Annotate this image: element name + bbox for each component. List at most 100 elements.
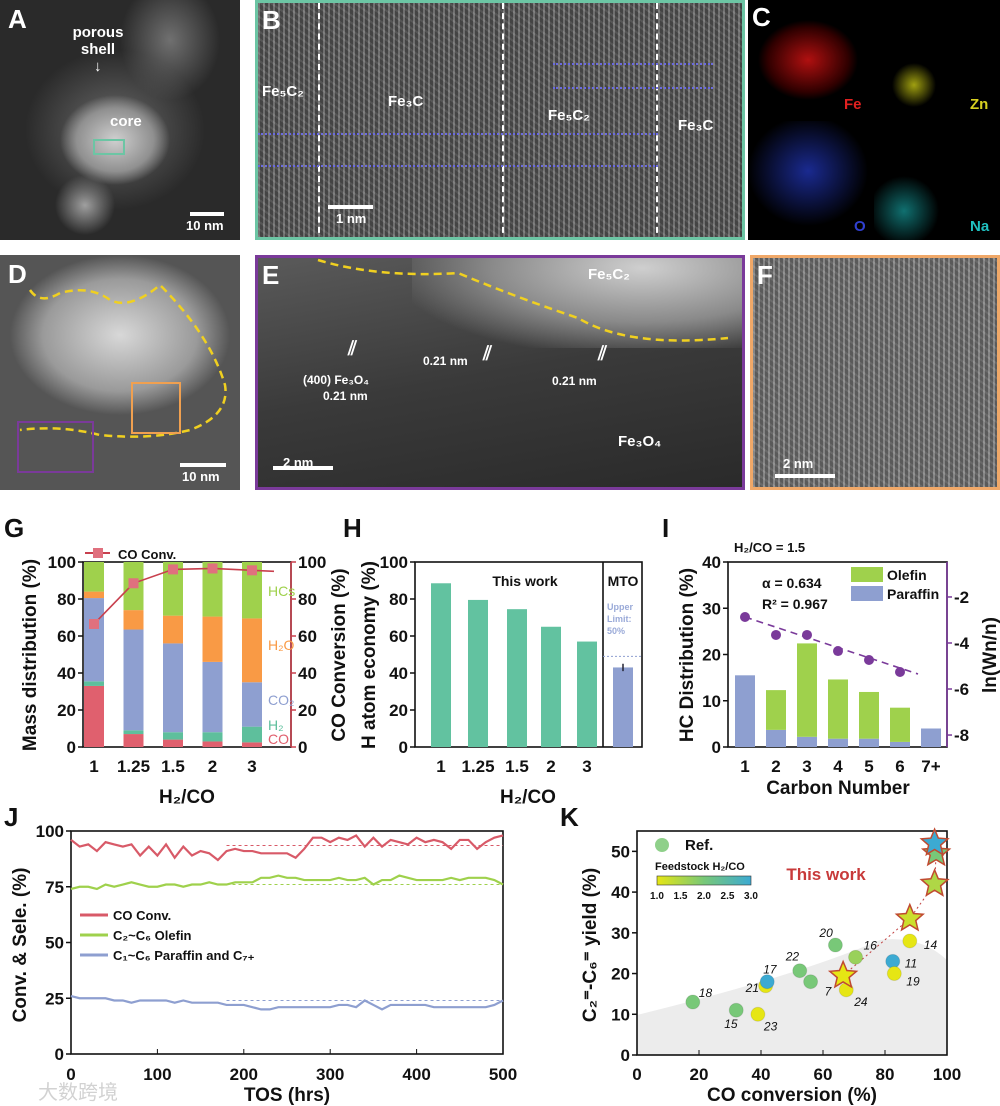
- i-asf-point: [895, 666, 905, 677]
- panel-letter-b: B: [262, 5, 281, 35]
- i-bar-olefin: [890, 707, 910, 742]
- k-colorbar-tick-label: 1.5: [674, 891, 688, 902]
- plane-label: (400) Fe₃O₄: [303, 373, 369, 387]
- scale-label: 2 nm: [783, 456, 814, 471]
- k-axis-tick-label: 20: [611, 965, 630, 984]
- g-left-axis-tick-label: 20: [57, 701, 76, 720]
- g-right-axis-tick-label: 100: [298, 553, 326, 572]
- i-asf-point: [771, 629, 781, 640]
- g-right-axis-title: CO Conversion (%): [329, 568, 350, 741]
- j-series-line: [70, 874, 504, 891]
- k-this-work-label: This work: [786, 865, 866, 884]
- panel-c-maps: C Fe Zn O Na: [748, 0, 1000, 240]
- panel-b-image: B Fe₅C₂ Fe₃C Fe₅C₂ Fe₃C 1 nm: [255, 0, 745, 240]
- h-x-tick-label: 1.25: [461, 757, 494, 776]
- phase-label: Fe₃C: [678, 117, 714, 134]
- i-bar-paraffin: [859, 738, 879, 747]
- k-colorbar-tick-label: 3.0: [744, 891, 758, 902]
- k-colorbar-title: Feedstock H₂/CO: [655, 861, 745, 873]
- g-bar-HCs: [84, 562, 104, 592]
- i-left-axis-tick-label: 20: [702, 646, 721, 665]
- k-legend-ref-marker: [655, 838, 669, 852]
- fe5c2-region: [412, 258, 742, 348]
- g-bar-H₂O: [163, 615, 183, 644]
- g-bar-H₂: [84, 681, 104, 686]
- scale-bar: [190, 212, 224, 216]
- i-bar-olefin: [828, 679, 848, 739]
- na-map: [874, 121, 1000, 240]
- boundary-line: [318, 3, 320, 237]
- fe3o4-label: Fe₃O₄: [618, 433, 662, 450]
- g-x-tick-label: 2: [208, 757, 217, 776]
- phase-label: Fe₃C: [388, 93, 424, 110]
- i-x-tick-label: 3: [802, 757, 811, 776]
- i-x-tick-label: 6: [895, 757, 904, 776]
- scale-label: 10 nm: [186, 218, 224, 233]
- h-x-tick-label: 2: [546, 757, 555, 776]
- j-axis-tick-label: 0: [55, 1045, 64, 1064]
- k-ref-label: 17: [763, 963, 778, 977]
- i-r2-text: R² = 0.967: [762, 596, 828, 612]
- h-bar: [431, 583, 451, 747]
- i-asf-point: [833, 646, 843, 657]
- h-group-label: This work: [492, 573, 558, 589]
- g-y-axis-title: Mass distribution (%): [20, 559, 41, 751]
- scale-bar: [775, 474, 835, 478]
- spacing-label: 0.21 nm: [323, 389, 368, 403]
- g-bar-CO₂: [123, 629, 144, 731]
- h-y-axis-title: H atom economy (%): [359, 561, 380, 749]
- i-legend-paraffin-swatch: [851, 586, 883, 601]
- i-x-tick-label: 7+: [921, 757, 940, 776]
- g-series-label: CO₂: [268, 692, 294, 708]
- h-axis-tick-label: 80: [389, 590, 408, 609]
- k-ref-point: [886, 966, 902, 982]
- h-mto-label: MTO: [608, 573, 639, 589]
- k-ref-label: 11: [905, 956, 917, 970]
- k-ref-label: 22: [785, 950, 800, 964]
- g-bar-CO: [163, 739, 183, 747]
- h-limit-text: 50%: [607, 626, 625, 636]
- g-legend-marker: [93, 548, 103, 558]
- h-axis-tick-label: 40: [389, 664, 408, 683]
- i-right-axis-tick-label: -2: [954, 588, 969, 607]
- i-x-tick-label: 4: [833, 757, 843, 776]
- k-this-work-star: [919, 827, 950, 857]
- h-bar: [541, 626, 561, 747]
- k-x-tick-label: 60: [814, 1065, 833, 1084]
- k-axis-tick-label: 40: [611, 883, 630, 902]
- g-legend-label: CO Conv.: [118, 547, 176, 562]
- g-bar-CO: [123, 734, 144, 747]
- j-series-line: [70, 994, 504, 1011]
- interface-line: [317, 258, 729, 342]
- panel-letter-f: F: [757, 260, 773, 290]
- k-ref-point: [827, 937, 843, 953]
- g-bar-H₂O: [202, 616, 223, 662]
- h-x-tick-label: 3: [582, 757, 591, 776]
- g-bar-CO: [84, 685, 104, 747]
- k-ref-point: [803, 974, 819, 990]
- i-asf-point: [740, 611, 750, 622]
- g-x-tick-label: 3: [247, 757, 256, 776]
- k-x-tick-label: 40: [752, 1065, 771, 1084]
- k-ref-point: [792, 963, 808, 979]
- i-bar-paraffin: [766, 729, 786, 747]
- zigzag-overlay: [553, 63, 713, 89]
- g-bar-CO: [242, 742, 262, 747]
- g-left-axis-tick-label: 80: [57, 590, 76, 609]
- k-ref-point: [759, 974, 775, 990]
- panel-letter-a: A: [8, 4, 27, 34]
- j-axis-tick-label: 75: [45, 878, 64, 897]
- fe-label: Fe: [844, 96, 862, 113]
- h-bar: [577, 641, 597, 747]
- i-alpha-text: α = 0.634: [762, 575, 822, 591]
- fringe-marker: ⫽: [348, 338, 357, 360]
- zigzag-overlay: [258, 133, 658, 167]
- g-bar-H₂: [202, 732, 223, 742]
- g-bar-H₂: [242, 726, 262, 743]
- g-bar-H₂O: [123, 610, 144, 630]
- g-x-tick-label: 1: [89, 757, 98, 776]
- i-left-axis-tick-label: 0: [712, 738, 721, 757]
- i-y-axis-title: HC Distribution (%): [677, 568, 698, 742]
- g-bar-HCs: [202, 562, 223, 617]
